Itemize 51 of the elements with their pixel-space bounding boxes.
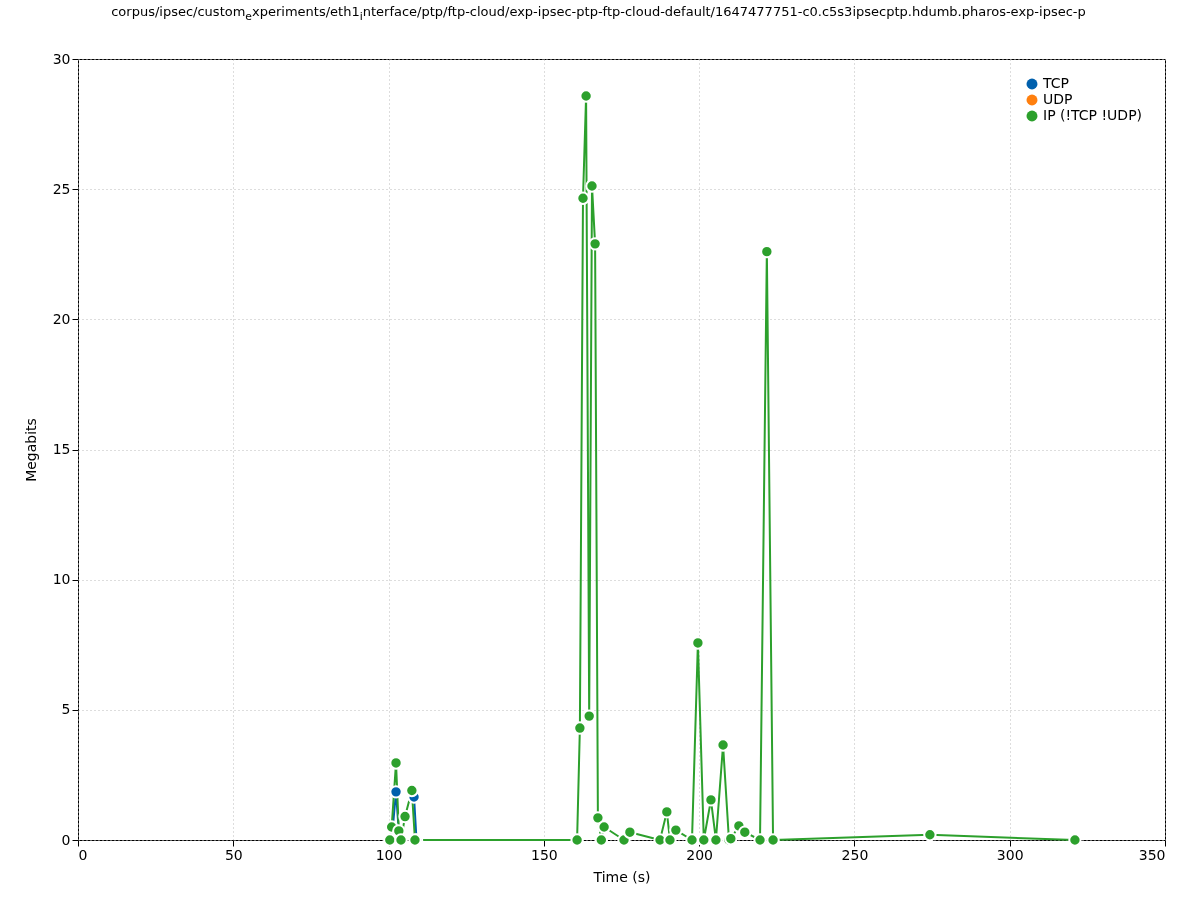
- point: [1068, 833, 1082, 847]
- point: [923, 828, 937, 842]
- point: [394, 833, 408, 847]
- legend-label: UDP: [1043, 91, 1073, 107]
- x-tick-label: 50: [224, 846, 243, 863]
- x-tick-label: 300: [996, 846, 1024, 863]
- point: [709, 833, 723, 847]
- point: [697, 833, 711, 847]
- point: [597, 820, 611, 834]
- x-tick-label: 100: [375, 846, 403, 863]
- point: [704, 793, 718, 807]
- point: [582, 709, 596, 723]
- point: [570, 833, 584, 847]
- x-tick-label: 150: [530, 846, 558, 863]
- y-tick-label: 20: [52, 310, 71, 327]
- y-tick-label: 15: [52, 441, 71, 457]
- point: [405, 783, 419, 798]
- point: [573, 721, 587, 735]
- point: [766, 833, 780, 847]
- y-tick-label: 10: [52, 571, 71, 588]
- point: [576, 191, 590, 205]
- x-tick-label: 350: [1138, 846, 1166, 863]
- point: [663, 833, 677, 847]
- x-tick-label: 200: [686, 846, 714, 863]
- point: [716, 738, 730, 752]
- point: [669, 823, 683, 837]
- point: [579, 89, 593, 103]
- y-axis-title: Megabits: [22, 418, 39, 482]
- point: [591, 811, 605, 825]
- y-tick-label: 30: [52, 50, 71, 67]
- point: [685, 833, 699, 847]
- point: [594, 833, 609, 847]
- chart-title: corpus/ipsec/custom$_{e}$xperiments/eth1$_{i}$nterface/ptp/ftp-cloud/exp-ipsec-ptp-ftp-cloud-default/1647477751-c0.c5s3ipsecptp.hdumb.pharos-exp-ipsec-p: [110, 3, 1087, 24]
- point: [389, 756, 403, 770]
- x-axis-title: Time (s): [592, 868, 651, 885]
- point: [585, 179, 599, 193]
- point: [660, 805, 674, 819]
- point: [623, 825, 637, 839]
- point: [691, 636, 705, 650]
- point: [398, 809, 412, 824]
- legend-label: IP (!TCP !UDP): [1043, 107, 1143, 123]
- point: [738, 825, 752, 839]
- y-tick-label: 25: [52, 180, 71, 197]
- x-tick-label: 250: [841, 846, 869, 863]
- point: [588, 237, 602, 251]
- legend-label: TCP: [1042, 75, 1069, 91]
- point: [389, 785, 403, 799]
- x-tick-label: 0: [78, 846, 88, 863]
- point: [753, 833, 767, 847]
- y-tick-label: 0: [61, 831, 71, 848]
- y-tick-label: 5: [61, 701, 71, 718]
